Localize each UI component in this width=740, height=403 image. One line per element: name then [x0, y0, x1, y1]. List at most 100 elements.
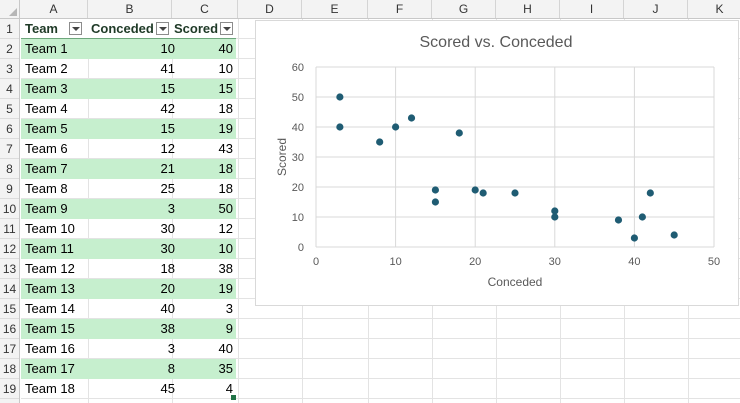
table-resize-handle[interactable]: [231, 395, 236, 400]
cell-scored[interactable]: 40: [218, 341, 233, 356]
cell-conceded[interactable]: 30: [160, 241, 175, 256]
row-header-1[interactable]: 1: [0, 19, 19, 39]
row-header-8[interactable]: 8: [0, 159, 19, 179]
cell-scored[interactable]: 9: [225, 321, 233, 336]
cell-team[interactable]: Team 14: [25, 301, 75, 316]
row-header-9[interactable]: 9: [0, 179, 19, 199]
row-header-5[interactable]: 5: [0, 99, 19, 119]
cell-conceded[interactable]: 10: [160, 41, 175, 56]
y-tick-label: 20: [292, 182, 304, 194]
cell-team[interactable]: Team 6: [25, 141, 68, 156]
column-header-f[interactable]: F: [368, 0, 432, 18]
row-header-14[interactable]: 14: [0, 279, 19, 299]
row-header-13[interactable]: 13: [0, 259, 19, 279]
cell-team[interactable]: Team 12: [25, 261, 75, 276]
row-header-16[interactable]: 16: [0, 319, 19, 339]
row-header-18[interactable]: 18: [0, 359, 19, 379]
cell-team[interactable]: Team 7: [25, 161, 68, 176]
column-header-d[interactable]: D: [238, 0, 302, 18]
cell-team[interactable]: Team 4: [25, 101, 68, 116]
column-header-c[interactable]: C: [172, 0, 238, 18]
cell-team[interactable]: Team 18: [25, 381, 75, 396]
table-row: Team 18 45 4: [21, 379, 236, 399]
row-header-10[interactable]: 10: [0, 199, 19, 219]
header-team[interactable]: Team: [25, 21, 58, 36]
cell-conceded[interactable]: 3: [167, 201, 175, 216]
column-header-j[interactable]: J: [624, 0, 688, 18]
cell-scored[interactable]: 12: [218, 221, 233, 236]
row-header-12[interactable]: 12: [0, 239, 19, 259]
row-header-4[interactable]: 4: [0, 79, 19, 99]
cell-scored[interactable]: 18: [218, 161, 233, 176]
cell-conceded[interactable]: 12: [160, 141, 175, 156]
cell-conceded[interactable]: 3: [167, 341, 175, 356]
filter-dropdown-icon[interactable]: [156, 22, 169, 35]
cell-conceded[interactable]: 21: [160, 161, 175, 176]
cell-conceded[interactable]: 45: [160, 381, 175, 396]
cell-scored[interactable]: 40: [218, 41, 233, 56]
x-tick-label: 40: [628, 256, 640, 268]
y-tick-label: 0: [298, 242, 304, 254]
cell-conceded[interactable]: 41: [160, 61, 175, 76]
cell-conceded[interactable]: 15: [160, 81, 175, 96]
column-header-i[interactable]: I: [560, 0, 624, 18]
cell-scored[interactable]: 10: [218, 61, 233, 76]
cell-team[interactable]: Team 15: [25, 321, 75, 336]
cell-scored[interactable]: 35: [218, 361, 233, 376]
row-header-6[interactable]: 6: [0, 119, 19, 139]
cell-conceded[interactable]: 38: [160, 321, 175, 336]
cell-team[interactable]: Team 10: [25, 221, 75, 236]
cell-scored[interactable]: 19: [218, 281, 233, 296]
cell-team[interactable]: Team 16: [25, 341, 75, 356]
row-header-11[interactable]: 11: [0, 219, 19, 239]
row-header-7[interactable]: 7: [0, 139, 19, 159]
cell-scored[interactable]: 3: [225, 301, 233, 316]
cell-team[interactable]: Team 8: [25, 181, 68, 196]
cell-scored[interactable]: 18: [218, 101, 233, 116]
column-header-a[interactable]: A: [20, 0, 88, 18]
header-conceded[interactable]: Conceded: [91, 21, 154, 36]
cell-scored[interactable]: 50: [218, 201, 233, 216]
cell-team[interactable]: Team 2: [25, 61, 68, 76]
cell-conceded[interactable]: 8: [167, 361, 175, 376]
filter-dropdown-icon[interactable]: [220, 22, 233, 35]
cell-scored[interactable]: 10: [218, 241, 233, 256]
column-header-e[interactable]: E: [302, 0, 368, 18]
cell-scored[interactable]: 18: [218, 181, 233, 196]
row-header-15[interactable]: 15: [0, 299, 19, 319]
cell-team[interactable]: Team 3: [25, 81, 68, 96]
header-scored[interactable]: Scored: [174, 21, 219, 36]
cell-team[interactable]: Team 17: [25, 361, 75, 376]
cell-scored[interactable]: 43: [218, 141, 233, 156]
cell-conceded[interactable]: 18: [160, 261, 175, 276]
column-header-h[interactable]: H: [496, 0, 560, 18]
cell-conceded[interactable]: 20: [160, 281, 175, 296]
select-all-button[interactable]: [0, 0, 20, 18]
cell-conceded[interactable]: 40: [160, 301, 175, 316]
row-header-3[interactable]: 3: [0, 59, 19, 79]
cell-scored[interactable]: 4: [225, 381, 233, 396]
cell-conceded[interactable]: 30: [160, 221, 175, 236]
x-tick-label: 30: [549, 256, 561, 268]
cell-team[interactable]: Team 9: [25, 201, 68, 216]
table-row: Team 8 25 18: [21, 179, 236, 199]
row-header-17[interactable]: 17: [0, 339, 19, 359]
row-header-2[interactable]: 2: [0, 39, 19, 59]
column-header-b[interactable]: B: [88, 0, 172, 18]
cell-team[interactable]: Team 13: [25, 281, 75, 296]
cell-scored[interactable]: 15: [218, 81, 233, 96]
column-header-k[interactable]: K: [688, 0, 740, 18]
cell-team[interactable]: Team 11: [25, 241, 74, 256]
column-header-g[interactable]: G: [432, 0, 496, 18]
cell-scored[interactable]: 19: [218, 121, 233, 136]
data-point: [471, 186, 479, 194]
filter-dropdown-icon[interactable]: [69, 22, 82, 35]
cell-conceded[interactable]: 42: [160, 101, 175, 116]
cell-scored[interactable]: 38: [218, 261, 233, 276]
scatter-chart[interactable]: 0 10 20 30 40 50 60 0 10 20 30 40 50 Scored vs. Conce…: [255, 20, 739, 306]
row-header-19[interactable]: 19: [0, 379, 19, 399]
cell-conceded[interactable]: 15: [160, 121, 175, 136]
cell-team[interactable]: Team 1: [25, 41, 68, 56]
cell-conceded[interactable]: 25: [160, 181, 175, 196]
cell-team[interactable]: Team 5: [25, 121, 68, 136]
